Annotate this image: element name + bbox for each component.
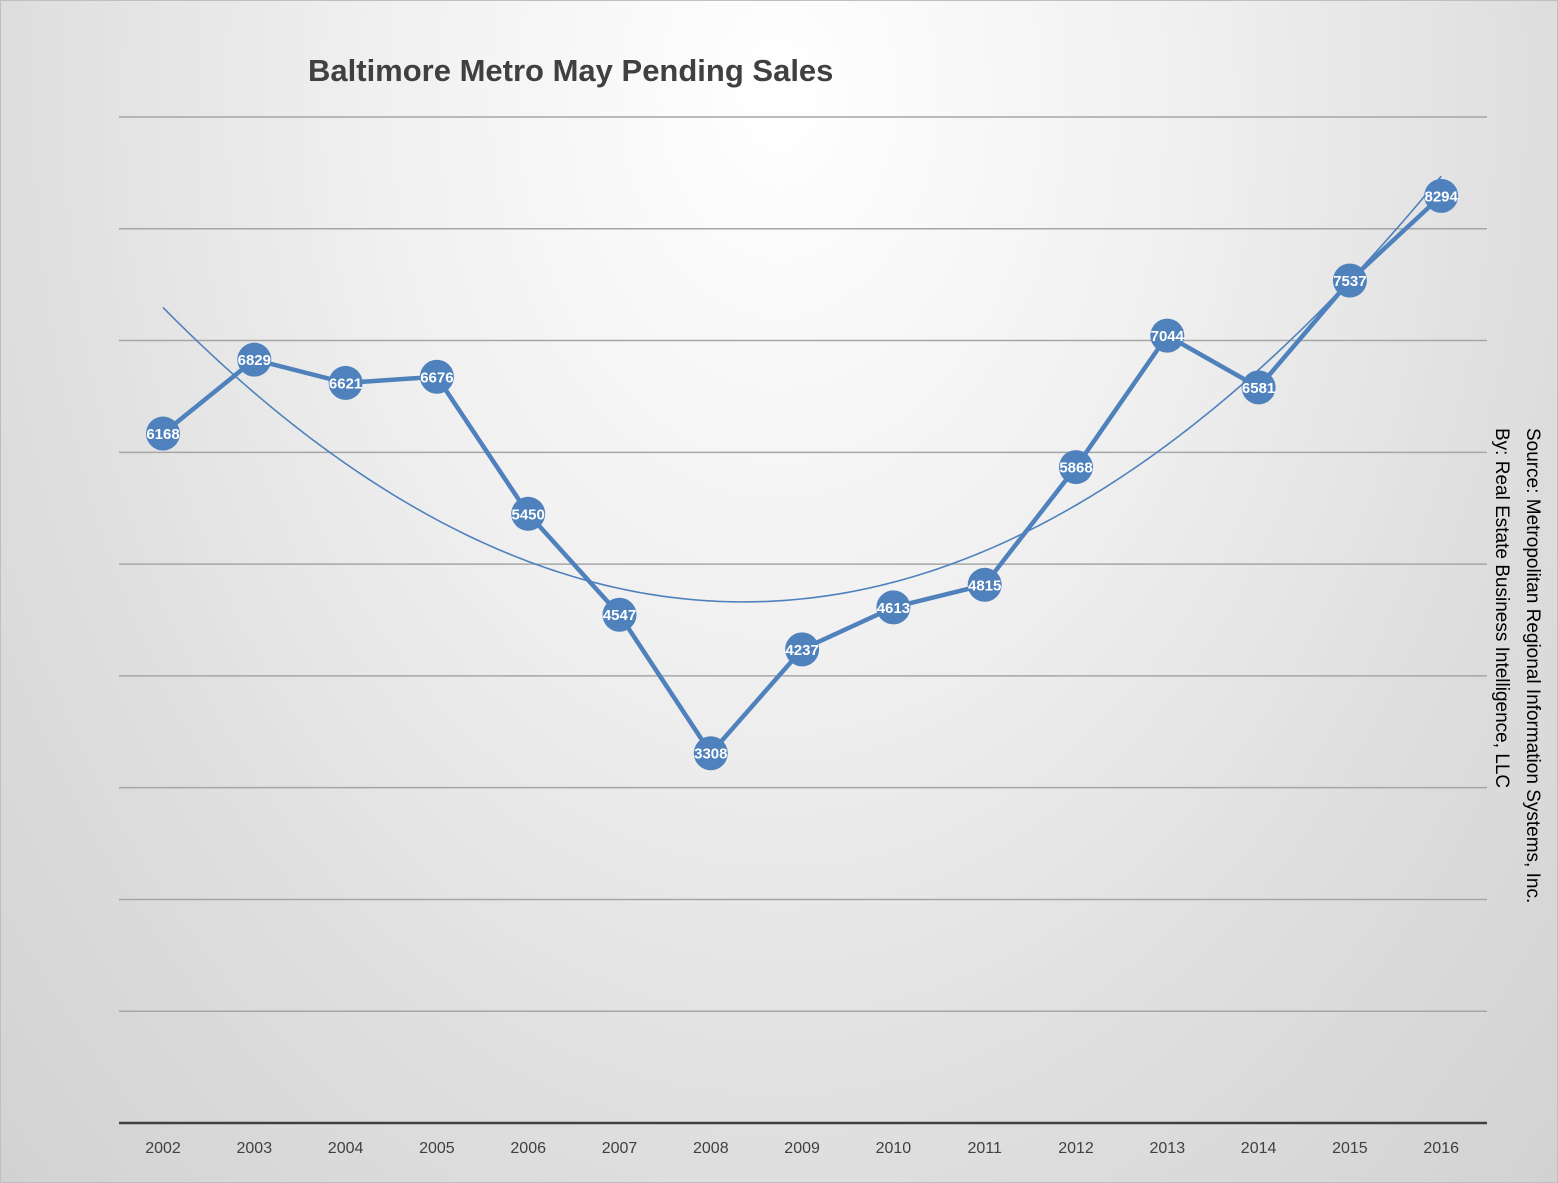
data-point-marker: [1150, 318, 1185, 353]
data-point-marker: [328, 365, 363, 400]
data-point-marker: [511, 496, 546, 531]
x-tick-label: 2003: [237, 1140, 273, 1157]
data-point-marker: [967, 567, 1002, 602]
x-tick-label: 2010: [876, 1140, 912, 1157]
chart-title: Baltimore Metro May Pending Sales: [308, 53, 833, 88]
x-tick-label: 2016: [1423, 1140, 1459, 1157]
x-tick-label: 2009: [784, 1140, 820, 1157]
data-label: 7044: [1151, 328, 1185, 345]
data-point-marker: [146, 416, 180, 451]
data-label: 6168: [146, 426, 179, 443]
data-point-marker: [602, 597, 637, 632]
x-tick-label: 2007: [602, 1140, 638, 1157]
data-point-marker: [1332, 263, 1367, 298]
data-label: 3308: [694, 746, 727, 763]
data-point-marker: [1241, 370, 1276, 405]
data-label: 5868: [1059, 460, 1092, 477]
data-label: 8294: [1425, 188, 1459, 205]
data-point-marker: [876, 590, 911, 625]
data-label: 6829: [238, 352, 271, 369]
data-point-marker: [1059, 450, 1093, 485]
data-point-marker: [1424, 178, 1459, 213]
x-tick-label: 2011: [967, 1140, 1002, 1157]
data-point-marker: [419, 359, 454, 394]
gridlines: [119, 116, 1487, 1012]
source-annotation: Source: Metropolitan Regional Informatio…: [1522, 428, 1543, 903]
data-label: 7537: [1333, 273, 1366, 290]
data-label: 4613: [877, 600, 910, 617]
data-label: 6581: [1242, 380, 1275, 397]
data-point-marker: [785, 632, 820, 667]
data-label: 4237: [785, 642, 818, 659]
trendline-layer: [162, 175, 1442, 603]
x-tick-label: 2002: [145, 1140, 181, 1157]
x-axis: 2002 2003 2004 2005 2006 2007 2008 2009 2010 2011…: [119, 1121, 1487, 1157]
x-tick-label: 2006: [510, 1140, 546, 1157]
series-line: [161, 194, 1443, 756]
data-point-marker: [237, 342, 272, 377]
series-layer: [146, 178, 1459, 771]
data-labels: 6168 6829 6621 6676 5450 4547 3308 4237 4613 4815…: [146, 188, 1458, 762]
trendline: [162, 175, 1442, 603]
data-label: 6621: [329, 375, 362, 392]
data-label: 6676: [420, 369, 453, 386]
x-tick-label: 2004: [328, 1140, 364, 1157]
data-label: 4815: [968, 577, 1001, 594]
author-annotation: By: Real Estate Business Intelligence, L…: [1491, 428, 1512, 788]
x-tick-label: 2015: [1332, 1140, 1368, 1157]
x-tick-label: 2008: [693, 1140, 729, 1157]
x-tick-label: 2012: [1058, 1140, 1094, 1157]
data-point-marker: [693, 736, 728, 771]
x-tick-label: 2005: [419, 1140, 455, 1157]
x-tick-label: 2013: [1150, 1140, 1186, 1157]
data-label: 5450: [512, 506, 545, 523]
data-label: 4547: [603, 607, 636, 624]
x-tick-label: 2014: [1241, 1140, 1277, 1157]
